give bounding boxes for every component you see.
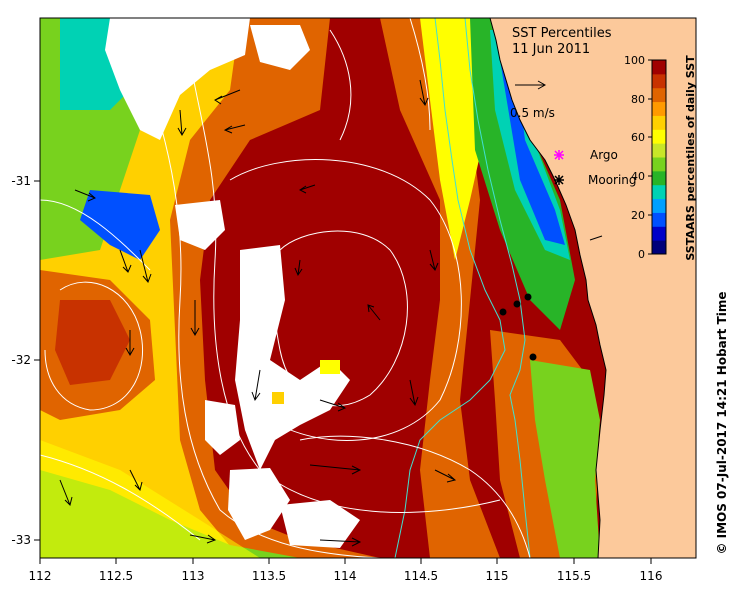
mooring-marker [499,308,507,316]
colorbar-label: SSTAARS percentiles of daily SST [684,55,697,261]
sst-field-eddy-red [55,300,130,385]
sst-field-south-shelf-green [530,360,600,558]
velocity-scale-label: 0.5 m/s [510,106,555,120]
colorbar-tick-label: 60 [631,131,645,144]
colorbar-swatch [652,170,666,186]
bathymetry-contour-200m [394,18,506,558]
x-axis-ticks [39,558,652,564]
colorbar: 100 80 60 40 20 0 SSTAARS percentiles of… [624,54,697,261]
cloud-patch-southwest [205,400,240,455]
x-tick-label: 116 [640,569,663,583]
x-tick-label: 114.5 [404,569,438,583]
y-axis-ticks [34,180,40,541]
x-tick-label: 115 [486,569,509,583]
cloud-patch-northcentral [250,25,310,70]
y-tick-label: -32 [11,353,31,367]
x-tick-label: 112 [29,569,52,583]
colorbar-tick-label: 0 [638,248,645,261]
argo-legend-label: Argo [590,148,618,162]
colorbar-tick-label: 80 [631,93,645,106]
mooring-legend-label: Mooring [588,173,637,187]
colorbar-swatch [652,115,666,130]
coastline [489,18,607,558]
map-title: SST Percentiles [512,26,612,41]
current-vectors [59,79,603,547]
colorbar-swatch [652,157,666,172]
y-tick-label: -31 [11,174,31,188]
colorbar-swatch [652,60,666,75]
colorbar-swatch [652,198,666,213]
land-australia [490,18,696,558]
map-panel: SST Percentiles 11 Jun 2011 0.5 m/s Argo… [11,17,697,583]
mooring-marker [529,353,537,361]
x-axis: 112 112.5 113 113.5 114 114.5 115 115.5 … [29,558,663,583]
map-date: 11 Jun 2011 [512,42,590,57]
credit-text: © IMOS 07-Jul-2017 14:21 Hobart Time [715,291,729,554]
map-frame [39,17,697,559]
colorbar-swatch [652,184,666,200]
cloud-patch-north [105,18,250,140]
colorbar-tick-label: 20 [631,209,645,222]
x-tick-label: 113 [182,569,205,583]
cloud-patch-yellow-fleck-2 [320,360,340,374]
colorbar-swatch [652,73,666,89]
cloud-patch-south [228,468,290,540]
x-tick-label: 114 [334,569,357,583]
colorbar-tick-label: 40 [631,170,645,183]
x-tick-label: 113.5 [252,569,286,583]
colorbar-swatch [652,101,666,116]
y-axis: -31 -32 -33 [11,174,40,547]
mooring-markers [499,293,537,361]
bathymetry-contour-shelf [464,18,531,558]
cloud-patch-southeast [280,500,360,548]
colorbar-swatch [652,143,666,158]
colorbar-tick-label: 100 [624,54,645,67]
mooring-legend-icon [554,175,564,185]
mooring-marker [513,300,521,308]
x-tick-label: 112.5 [99,569,133,583]
velocity-scale-arrow [515,80,547,90]
colorbar-swatch [652,226,666,241]
cloud-patch-center [235,245,350,470]
colorbar-swatch [652,87,666,103]
ssh-contours [40,18,531,558]
colorbar-frame [651,59,667,255]
argo-legend-icon [554,150,564,160]
x-tick-label: 115.5 [557,569,591,583]
y-tick-label: -33 [11,533,31,547]
sst-field-west-blue [80,190,160,260]
cloud-patch-west [175,200,225,250]
sst-field-south-yellow [40,440,260,558]
colorbar-swatch [652,240,666,255]
mooring-marker [524,293,532,301]
colorbar-swatches [652,60,666,255]
cloud-patch-yellow-fleck [272,392,284,404]
colorbar-ticks [648,59,652,255]
colorbar-swatch [652,212,666,227]
colorbar-swatch [652,129,666,144]
